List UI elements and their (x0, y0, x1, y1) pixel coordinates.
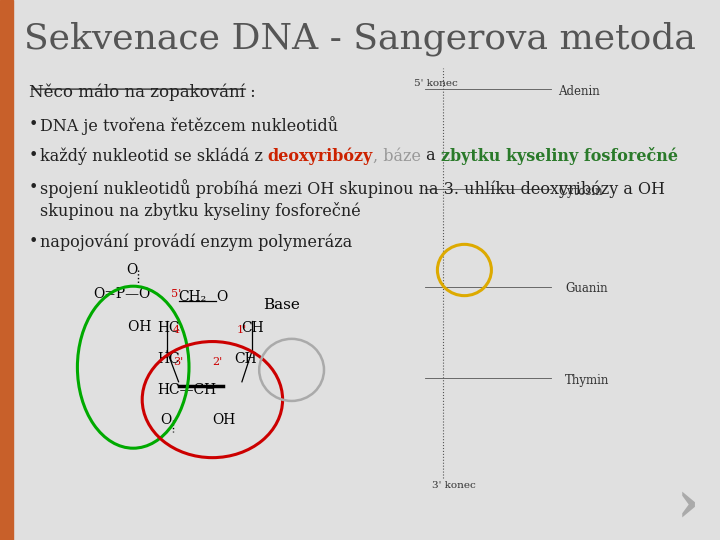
Bar (0, 0, 13, 540)
Text: CH: CH (234, 352, 256, 366)
Text: deoxyribózy: deoxyribózy (268, 147, 373, 165)
Text: •: • (29, 233, 38, 250)
Text: , báze: , báze (373, 147, 421, 164)
Text: 1': 1' (236, 326, 246, 335)
Text: •: • (29, 147, 38, 164)
Text: 5' konec: 5' konec (414, 79, 458, 88)
Text: napojování provádí enzym polymeráza: napojování provádí enzym polymeráza (40, 233, 352, 251)
Text: HC: HC (157, 352, 179, 366)
Text: Něco málo na zopakování :: Něco málo na zopakování : (29, 84, 256, 101)
Text: Thymin: Thymin (565, 374, 610, 387)
Text: 5': 5' (171, 289, 181, 299)
Text: CH: CH (241, 321, 264, 335)
Text: Base: Base (263, 298, 300, 312)
Text: O=P—O: O=P—O (94, 287, 151, 301)
Text: CH₂: CH₂ (179, 290, 207, 304)
Text: spojení nukleotidů probíhá mezi OH skupinou na 3. uhlíku deoxyribózy a OH: spojení nukleotidů probíhá mezi OH skupi… (40, 179, 665, 198)
Text: 2': 2' (212, 357, 222, 367)
Text: •: • (29, 116, 38, 133)
Text: každý nukleotid se skládá z: každý nukleotid se skládá z (40, 147, 268, 165)
Text: 3': 3' (173, 357, 183, 367)
Text: HC—CH: HC—CH (157, 383, 216, 397)
Text: OH: OH (212, 413, 235, 427)
Text: Adenin: Adenin (558, 85, 600, 98)
Text: HC: HC (157, 321, 179, 335)
Text: 3' konec: 3' konec (432, 482, 476, 490)
Text: zbytku kyseliny fosforečné: zbytku kyseliny fosforečné (441, 147, 678, 165)
Text: O: O (161, 413, 172, 427)
Text: 4': 4' (173, 326, 183, 335)
Text: O: O (126, 263, 138, 277)
Text: Guanin: Guanin (565, 282, 608, 295)
Text: O: O (216, 290, 228, 304)
Text: Cytosin: Cytosin (558, 185, 603, 198)
Text: skupinou na zbytku kyseliny fosforečné: skupinou na zbytku kyseliny fosforečné (40, 202, 360, 220)
Text: OH: OH (115, 320, 152, 334)
Text: DNA je tvořena řetězcem nukleotidů: DNA je tvořena řetězcem nukleotidů (40, 116, 338, 135)
Text: a: a (421, 147, 441, 164)
Text: Sekvenace DNA - Sangerova metoda: Sekvenace DNA - Sangerova metoda (24, 22, 696, 56)
Text: ›: › (677, 477, 698, 532)
Text: •: • (29, 179, 38, 196)
